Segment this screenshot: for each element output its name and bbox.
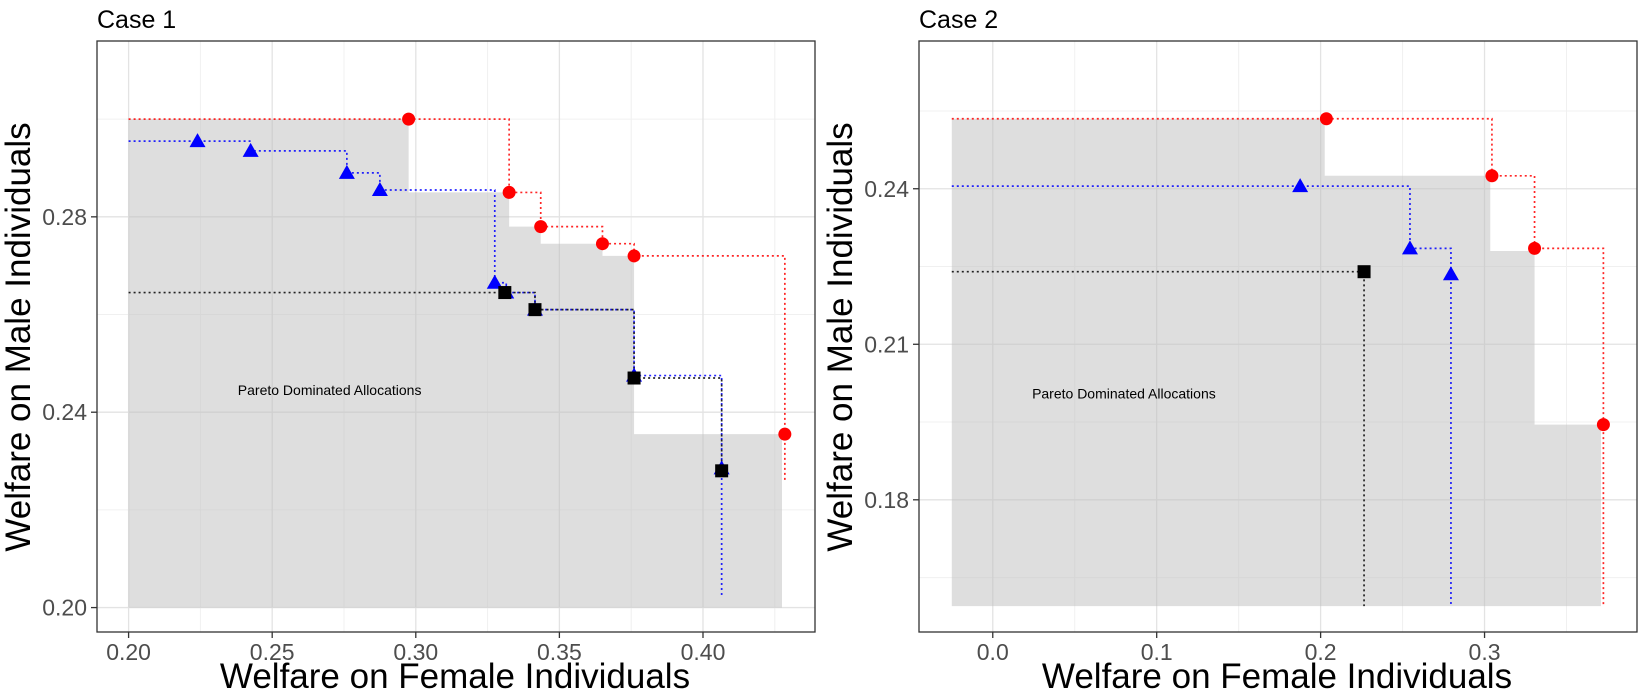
case-1-red-frontier-point-1 (402, 112, 416, 126)
case-1-black-frontier-point-2 (528, 303, 542, 317)
case-2-x-tick-label: 0.0 (977, 639, 1009, 665)
case-1-blue-frontier-point-4 (371, 181, 388, 196)
case-2-y-tick-label: 0.21 (864, 331, 909, 357)
case-2-panel-border (918, 40, 1638, 633)
case-1-blue-frontier-point-1 (189, 133, 206, 148)
case-2-x-tick-label: 0.3 (1469, 639, 1501, 665)
case-1-red-frontier-point-5 (627, 249, 641, 263)
case-1-red-frontier-point-2 (502, 185, 516, 199)
case-1-panel-border (96, 40, 816, 633)
case-1-black-frontier-point-4 (715, 464, 729, 478)
case-1-blue-frontier-point-5 (486, 274, 503, 289)
case-2-x-tick-label: 0.1 (1141, 639, 1173, 665)
case-1-x-tick-label: 0.20 (106, 639, 151, 665)
case-2-red-frontier-point-2 (1485, 169, 1499, 183)
case-2-title: Case 2 (919, 6, 998, 34)
case-1-x-tick-label: 0.30 (393, 639, 438, 665)
case-1-x-tick-label: 0.40 (681, 639, 726, 665)
case-2-plot-area: Pareto Dominated Allocations 0.0 0.1 0.2 0.3… (864, 40, 1638, 665)
case-2-panel: Pareto Dominated Allocations 0.0 0.1 0.2 0.3… (821, 6, 1638, 696)
case-2-blue-frontier-point-3 (1442, 266, 1459, 281)
case-1-x-tick-label: 0.25 (250, 639, 295, 665)
case-1-pareto-dominated-region (128, 119, 782, 608)
case-1-annotation: Pareto Dominated Allocations (238, 382, 422, 398)
case-1-black-frontier-point-3 (627, 371, 641, 385)
case-1-red-frontier-line (128, 118, 786, 481)
case-2-y-tick-label: 0.18 (864, 487, 909, 513)
case-2-red-frontier-point-1 (1319, 112, 1333, 126)
case-2-red-frontier-point-3 (1528, 241, 1542, 255)
case-2-black-frontier-line (951, 270, 1365, 607)
case-2-x-tick-label: 0.2 (1305, 639, 1337, 665)
case-2-red-frontier-point-4 (1596, 418, 1610, 432)
case-1-blue-frontier-point-2 (242, 142, 259, 157)
case-1-y-tick-label: 0.24 (42, 399, 87, 425)
case-2-pareto-dominated-region (951, 118, 1601, 607)
case-2-annotation: Pareto Dominated Allocations (1032, 386, 1216, 402)
case-1-y-axis-label: Welfare on Male Individuals (0, 122, 38, 551)
case-1-blue-frontier-point-3 (338, 164, 355, 179)
case-1-title: Case 1 (97, 6, 176, 34)
case-1-red-frontier-point-4 (595, 237, 609, 251)
case-2-blue-frontier-point-1 (1292, 178, 1309, 193)
case-2-y-tick-label: 0.24 (864, 176, 909, 202)
case-1-red-frontier-point-6 (778, 427, 792, 441)
case-1-y-tick-label: 0.20 (42, 595, 87, 621)
case-1-plot-area: Pareto Dominated Allocations 0.20 0.25 0.30… (42, 40, 816, 665)
case-1-black-frontier-point-1 (498, 286, 512, 300)
case-1-red-frontier-point-3 (534, 220, 548, 234)
case-2-y-axis-label: Welfare on Male Individuals (821, 122, 860, 551)
case-1-x-tick-label: 0.35 (537, 639, 582, 665)
case-2-blue-frontier-point-2 (1401, 240, 1418, 255)
case-1-panel: Pareto Dominated Allocations 0.20 0.25 0.30… (0, 6, 816, 696)
case-1-x-axis-label: Welfare on Female Individuals (220, 657, 690, 696)
case-2-x-axis-label: Welfare on Female Individuals (1042, 657, 1512, 696)
case-2-black-frontier-point-1 (1357, 265, 1371, 279)
case-1-y-tick-label: 0.28 (42, 204, 87, 230)
